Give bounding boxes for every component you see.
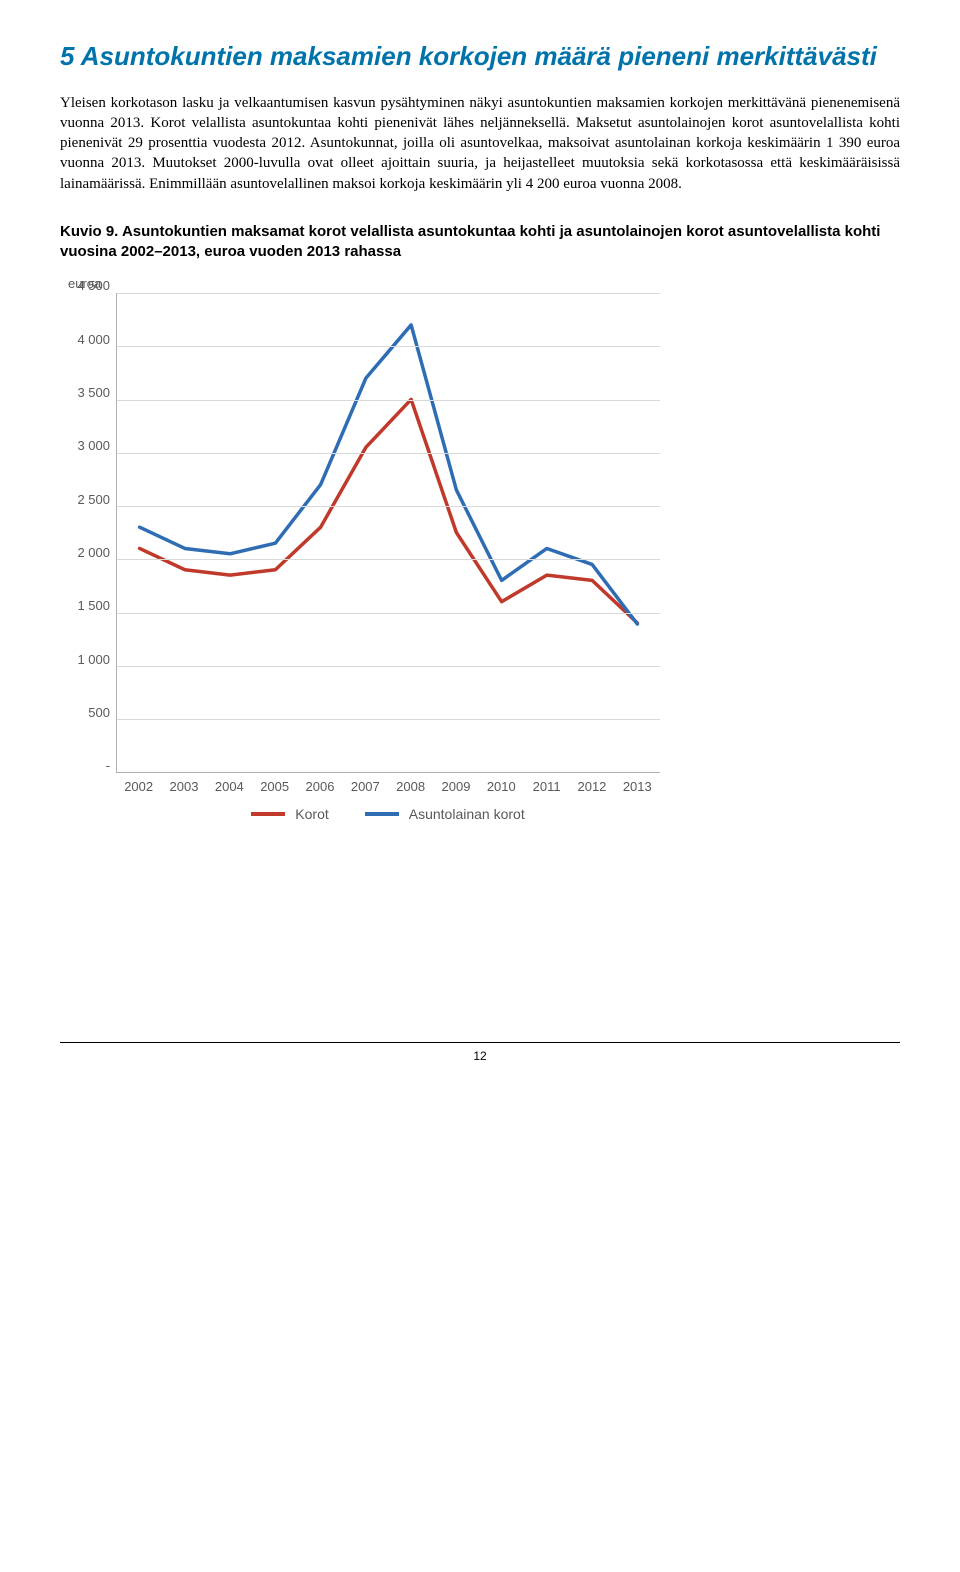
chart-legend: Korot Asuntolainan korot xyxy=(116,806,660,822)
page-footer: 12 xyxy=(60,1042,900,1063)
x-tick: 2011 xyxy=(524,773,569,794)
y-axis-unit: euroa xyxy=(68,276,660,291)
chart-container: euroa 4 5004 0003 5003 0002 5002 0001 50… xyxy=(60,276,660,822)
series-line xyxy=(140,400,638,624)
x-tick: 2005 xyxy=(252,773,297,794)
gridline xyxy=(117,400,660,401)
legend-swatch xyxy=(365,812,399,816)
x-tick: 2010 xyxy=(479,773,524,794)
x-tick: 2008 xyxy=(388,773,433,794)
legend-label: Asuntolainan korot xyxy=(409,806,525,822)
series-line xyxy=(140,325,638,624)
gridline xyxy=(117,719,660,720)
x-tick: 2013 xyxy=(615,773,660,794)
section-body: Yleisen korkotason lasku ja velkaantumis… xyxy=(60,93,900,194)
x-tick: 2012 xyxy=(569,773,614,794)
legend-item: Korot xyxy=(251,806,328,822)
gridline xyxy=(117,666,660,667)
legend-swatch xyxy=(251,812,285,816)
gridline xyxy=(117,453,660,454)
x-tick: 2002 xyxy=(116,773,161,794)
legend-label: Korot xyxy=(295,806,328,822)
section-title: 5 Asuntokuntien maksamien korkojen määrä… xyxy=(60,40,900,73)
y-axis: 4 5004 0003 5003 0002 5002 0001 5001 000… xyxy=(60,293,116,773)
x-tick: 2003 xyxy=(161,773,206,794)
chart-lines xyxy=(117,293,660,772)
plot-area xyxy=(116,293,660,773)
x-tick: 2009 xyxy=(433,773,478,794)
x-axis: 2002200320042005200620072008200920102011… xyxy=(116,773,660,794)
gridline xyxy=(117,613,660,614)
x-tick: 2007 xyxy=(343,773,388,794)
x-tick: 2006 xyxy=(297,773,342,794)
chart: 4 5004 0003 5003 0002 5002 0001 5001 000… xyxy=(60,293,660,773)
page-number: 12 xyxy=(473,1049,486,1063)
gridline xyxy=(117,506,660,507)
gridline xyxy=(117,293,660,294)
figure-caption-prefix: Kuvio 9. xyxy=(60,223,118,240)
figure-caption-rest: Asuntokuntien maksamat korot velallista … xyxy=(60,223,880,260)
legend-item: Asuntolainan korot xyxy=(365,806,525,822)
x-tick: 2004 xyxy=(207,773,252,794)
gridline xyxy=(117,559,660,560)
figure-caption: Kuvio 9. Asuntokuntien maksamat korot ve… xyxy=(60,222,900,263)
gridline xyxy=(117,346,660,347)
